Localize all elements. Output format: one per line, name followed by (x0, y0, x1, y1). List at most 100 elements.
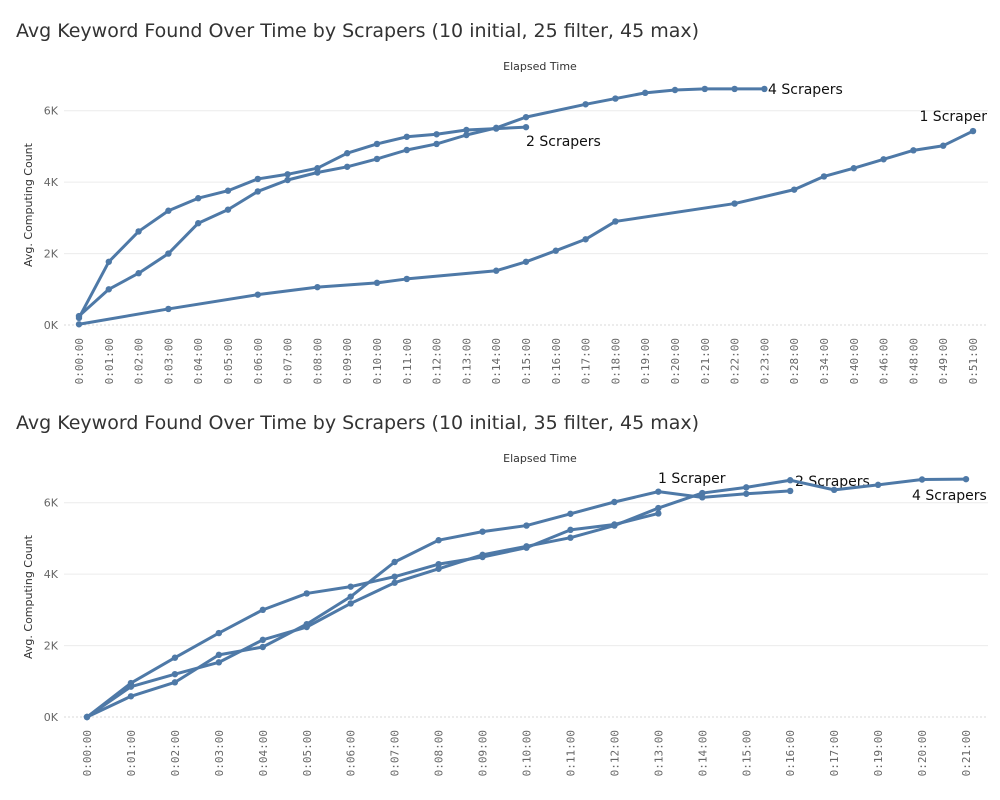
x-tick-label: 0:03:00 (213, 730, 226, 776)
x-tick-label: 0:13:00 (652, 730, 665, 776)
data-point (655, 504, 662, 512)
data-point (567, 526, 574, 534)
data-point (830, 486, 838, 494)
x-tick-label: 0:08:00 (433, 730, 446, 776)
data-point (127, 693, 135, 700)
x-tick-label: 0:17:00 (580, 338, 593, 384)
x-tick-label: 0:23:00 (758, 338, 771, 384)
data-point (791, 186, 798, 193)
data-point (582, 101, 589, 108)
y-tick-label: 4K (44, 568, 59, 581)
data-point (165, 207, 172, 214)
data-point (743, 484, 750, 491)
data-point (522, 258, 530, 265)
data-point (303, 623, 310, 631)
data-point (522, 113, 530, 121)
data-point (611, 522, 618, 529)
data-point (347, 593, 354, 600)
data-point (655, 510, 662, 517)
data-point (611, 498, 618, 506)
data-point (254, 291, 261, 298)
data-point (171, 654, 179, 661)
data-point (344, 150, 351, 157)
data-point (391, 579, 398, 586)
data-point (642, 89, 649, 97)
x-tick-label: 0:11:00 (401, 338, 414, 384)
data-point (918, 476, 926, 483)
x-tick-label: 0:07:00 (282, 338, 295, 384)
x-tick-label: 0:13:00 (460, 338, 473, 384)
x-tick-label: 0:48:00 (907, 338, 920, 384)
data-point (373, 155, 381, 163)
data-point (969, 127, 977, 135)
x-tick-label: 0:49:00 (937, 338, 950, 384)
series-label: 2 Scrapers (526, 134, 601, 150)
data-point (75, 321, 83, 328)
chart-2-title: Avg Keyword Found Over Time by Scrapers … (16, 412, 700, 434)
x-tick-label: 0:11:00 (564, 730, 577, 776)
data-point (105, 258, 113, 265)
data-point (135, 270, 142, 277)
y-axis-title: Avg. Computing Count (22, 534, 35, 659)
data-point (701, 85, 708, 93)
x-tick-label: 0:09:00 (477, 730, 490, 776)
series-line (86, 489, 791, 719)
data-point (787, 487, 794, 495)
data-point (463, 126, 470, 134)
data-point (171, 679, 179, 686)
data-point (523, 522, 530, 529)
data-point (874, 481, 882, 489)
x-tick-label: 0:21:00 (699, 338, 712, 384)
x-tick-label: 0:15:00 (740, 730, 753, 776)
data-point (435, 560, 442, 568)
x-tick-label: 0:22:00 (729, 338, 742, 384)
data-point (215, 629, 223, 637)
x-tick-label: 0:01:00 (103, 338, 116, 384)
data-point (671, 86, 679, 94)
y-tick-label: 0K (44, 319, 59, 332)
x-tick-label: 0:08:00 (311, 338, 324, 384)
x-tick-label: 0:15:00 (520, 338, 533, 384)
x-tick-label: 0:04:00 (192, 338, 205, 384)
data-point (493, 125, 500, 132)
x-tick-label: 0:05:00 (222, 338, 235, 384)
data-point (820, 173, 828, 180)
x-tick-label: 0:12:00 (431, 338, 444, 384)
data-point (224, 206, 232, 213)
x-tick-label: 0:10:00 (371, 338, 384, 384)
data-point (224, 187, 232, 194)
x-tick-label: 0:19:00 (639, 338, 652, 384)
data-point (479, 528, 486, 535)
data-point (347, 600, 354, 607)
y-tick-label: 4K (44, 176, 59, 189)
data-point (699, 489, 706, 497)
data-point (165, 305, 172, 313)
data-point (479, 551, 486, 559)
data-point (582, 236, 589, 243)
data-point (347, 583, 354, 590)
x-tick-label: 0:28:00 (788, 338, 801, 384)
x-tick-label: 0:16:00 (550, 338, 563, 384)
series-line (77, 125, 527, 319)
x-tick-label: 0:05:00 (301, 730, 314, 776)
data-point (165, 250, 172, 257)
x-tick-label: 0:04:00 (257, 730, 270, 776)
y-axis-title: Avg. Computing Count (22, 142, 35, 267)
data-point (731, 200, 738, 207)
x-tick-label: 0:20:00 (916, 730, 929, 776)
data-point (105, 286, 113, 293)
data-point (373, 279, 381, 287)
data-point (215, 659, 223, 666)
data-point (743, 490, 750, 497)
data-point (314, 165, 321, 172)
data-point (523, 543, 530, 550)
x-tick-label: 0:34:00 (818, 338, 831, 384)
data-point (373, 140, 381, 148)
data-point (435, 565, 442, 572)
series-label: 1 Scraper (919, 109, 987, 125)
chart-1-title: Avg Keyword Found Over Time by Scrapers … (16, 20, 700, 42)
data-point (433, 140, 440, 148)
data-point (391, 558, 398, 566)
series-line (86, 511, 659, 719)
